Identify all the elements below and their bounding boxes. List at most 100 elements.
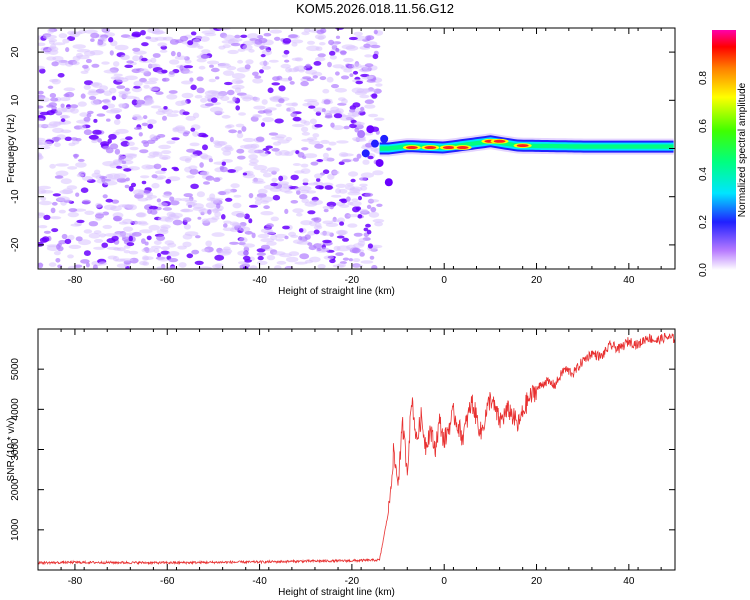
speckle-blob xyxy=(141,180,147,185)
speckle-blob xyxy=(350,178,356,183)
speckle-blob xyxy=(77,101,87,107)
spectrogram-ytick-label: -20 xyxy=(10,237,21,252)
speckle-blob xyxy=(271,147,280,152)
speckle-blob xyxy=(179,156,192,162)
speckle-blob xyxy=(365,142,373,148)
speckle-blob xyxy=(199,170,210,175)
speckle-blob xyxy=(357,214,363,219)
speckle-blob xyxy=(234,87,242,94)
snr-ytick-label: 4000 xyxy=(10,398,21,421)
speckle-blob xyxy=(260,122,266,127)
speckle-blob xyxy=(99,233,106,238)
speckle-blob xyxy=(360,106,365,111)
speckle-blob xyxy=(292,239,304,244)
speckle-blob xyxy=(50,207,56,214)
speckle-blob xyxy=(164,216,174,223)
speckle-blob xyxy=(64,238,72,245)
speckle-blob xyxy=(308,182,319,186)
speckle-blob xyxy=(209,193,216,200)
speckle-blob xyxy=(64,136,73,141)
speckle-blob xyxy=(83,84,92,90)
speckle-blob xyxy=(80,70,89,75)
speckle-blob xyxy=(269,29,282,34)
speckle-blob xyxy=(190,153,199,158)
speckle-blob xyxy=(294,261,308,265)
speckle-blob xyxy=(210,97,218,103)
speckle-blob xyxy=(198,65,206,70)
colorbar-tick-label: 0.6 xyxy=(698,119,709,133)
speckle-blob xyxy=(364,104,376,109)
speckle-blob xyxy=(229,38,243,42)
speckle-blob xyxy=(332,170,340,175)
speckle-blob xyxy=(348,36,358,41)
speckle-blob xyxy=(337,230,347,236)
speckle-blob xyxy=(307,40,315,45)
speckle-blob xyxy=(179,198,193,202)
speckle-blob xyxy=(141,247,155,253)
speckle-blob xyxy=(195,235,201,239)
speckle-blob xyxy=(284,266,292,269)
spectrogram-xtick-label: -20 xyxy=(345,275,360,286)
speckle-blob xyxy=(338,97,346,101)
speckle-blob xyxy=(76,219,85,224)
speckle-blob xyxy=(153,163,162,170)
speckle-blob xyxy=(68,244,82,249)
speckle-blob xyxy=(274,118,284,124)
speckle-blob xyxy=(60,103,65,108)
speckle-blob xyxy=(38,225,48,229)
speckle-blob xyxy=(345,63,351,67)
speckle-blob xyxy=(372,53,379,60)
speckle-blob xyxy=(124,184,130,189)
speckle-blob xyxy=(335,183,347,188)
speckle-blob xyxy=(38,90,44,95)
speckle-blob xyxy=(370,44,381,49)
speckle-blob xyxy=(348,258,353,262)
speckle-blob xyxy=(262,117,274,123)
speckle-blob xyxy=(266,167,280,173)
speckle-blob xyxy=(265,223,274,228)
speckle-blob xyxy=(38,117,44,122)
speckle-blob xyxy=(314,173,323,179)
speckle-blob xyxy=(244,259,253,263)
speckle-blob xyxy=(183,65,194,69)
speckle-blob xyxy=(277,181,290,186)
speckle-blob xyxy=(118,154,124,161)
speckle-blob xyxy=(100,141,110,147)
speckle-blob xyxy=(284,59,290,63)
speckle-blob xyxy=(261,99,268,105)
speckle-blob xyxy=(351,247,361,254)
speckle-blob xyxy=(133,80,143,87)
spectrogram-xtick-label: 20 xyxy=(531,275,543,286)
speckle-blob xyxy=(250,143,260,149)
speckle-blob xyxy=(167,242,177,248)
speckle-blob xyxy=(75,192,80,197)
speckle-blob xyxy=(144,241,149,246)
speckle-blob xyxy=(282,225,290,230)
speckle-blob xyxy=(353,138,367,142)
speckle-blob xyxy=(140,30,146,36)
speckle-blob xyxy=(244,230,253,235)
speckle-blob xyxy=(116,165,123,169)
speckle-blob xyxy=(80,259,90,264)
speckle-blob xyxy=(182,241,192,248)
speckle-blob xyxy=(323,208,329,213)
speckle-blob xyxy=(63,93,70,98)
speckle-blob xyxy=(260,169,268,174)
speckle-blob xyxy=(322,220,334,225)
speckle-blob xyxy=(172,110,180,114)
speckle-blob xyxy=(58,33,68,39)
speckle-blob xyxy=(343,68,353,73)
speckle-blob xyxy=(304,153,318,159)
speckle-blob xyxy=(165,179,172,184)
speckle-blob xyxy=(347,214,360,218)
speckle-blob xyxy=(90,82,100,87)
speckle-blob xyxy=(183,70,194,74)
speckle-blob xyxy=(124,64,134,69)
speckle-blob xyxy=(139,229,153,234)
speckle-blob xyxy=(43,230,51,234)
speckle-blob xyxy=(169,59,180,65)
spectrogram-ytick-label: 0 xyxy=(10,145,21,151)
speckle-blob xyxy=(270,216,279,222)
speckle-blob xyxy=(340,75,350,80)
speckle-blob xyxy=(133,85,141,89)
